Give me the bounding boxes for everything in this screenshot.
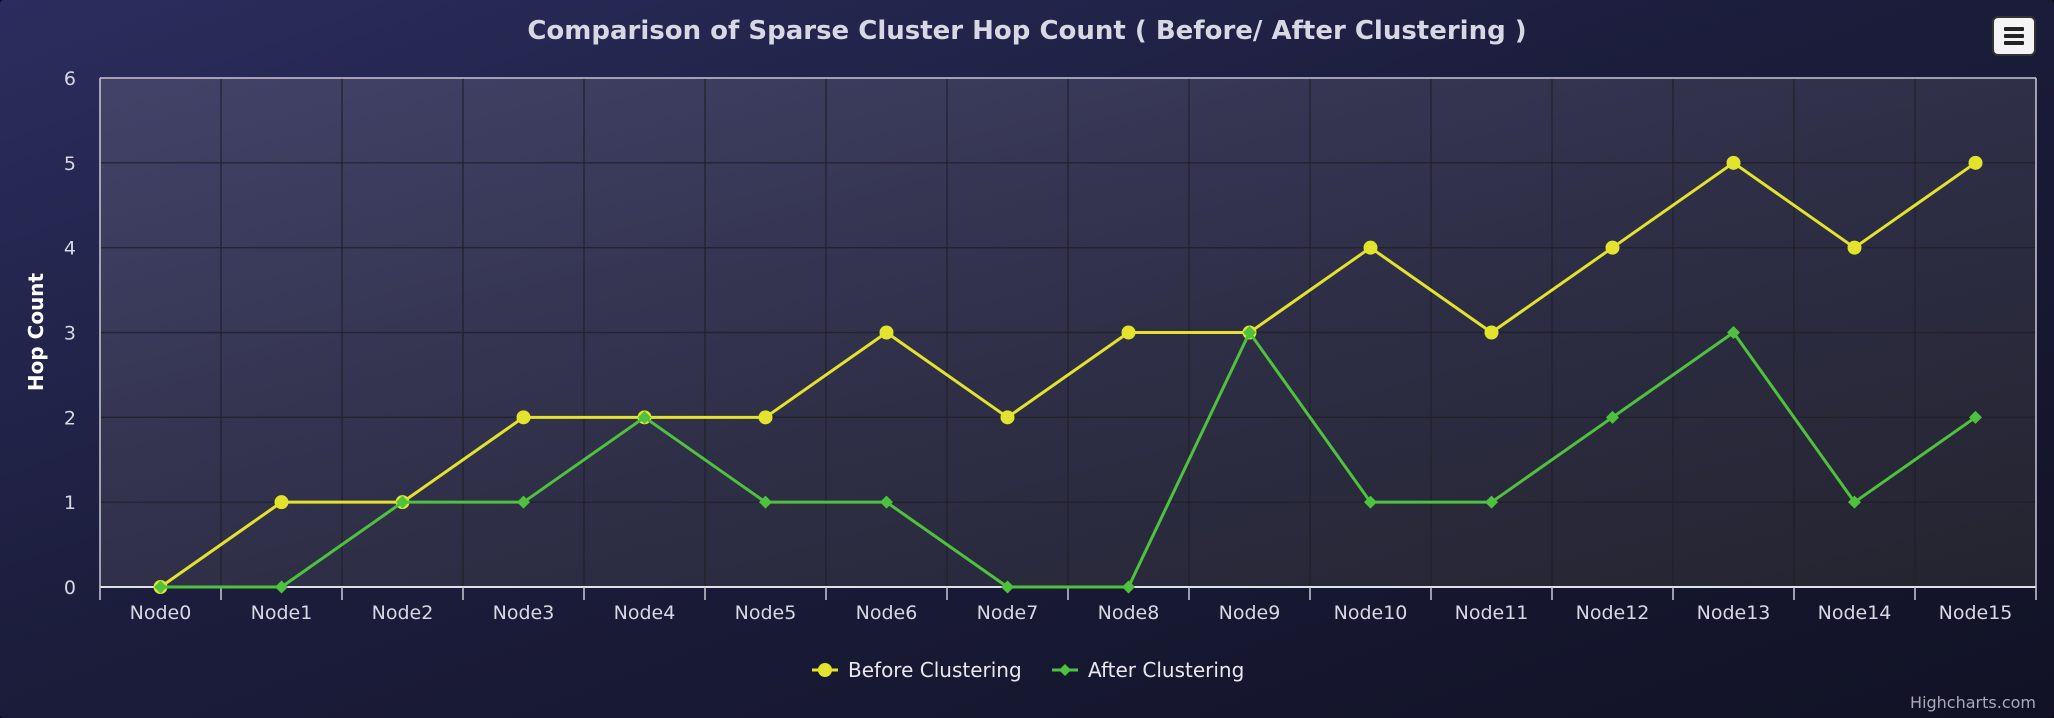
data-point [1363,240,1378,255]
data-point [1484,325,1499,340]
data-point [1001,580,1014,594]
series-before-clustering [153,155,1983,594]
data-point [1605,240,1620,255]
x-tick-label: Node1 [251,602,313,624]
data-point [1606,410,1619,424]
legend-label: After Clustering [1088,658,1244,682]
x-tick-label: Node10 [1334,602,1408,624]
series-layer [153,155,1983,594]
data-point [517,495,530,509]
chart-menu-button[interactable] [1992,16,2036,56]
data-point [759,495,772,509]
data-point [1969,410,1982,424]
data-point [1243,326,1256,339]
y-tick-label: 5 [64,153,76,175]
x-tick-label: Node12 [1576,602,1650,624]
x-tick-label: Node8 [1098,602,1160,624]
legend-item[interactable]: After Clustering [1052,658,1244,682]
data-point [758,410,773,425]
legend: Before Clustering After Clustering [812,658,1244,682]
data-point [396,495,409,509]
x-tick-label: Node11 [1455,602,1529,624]
data-point [638,410,651,424]
y-tick-label: 0 [64,577,76,599]
legend-label: Before Clustering [848,658,1022,682]
x-tick-label: Node3 [493,602,555,624]
data-point [1122,580,1135,594]
x-tick-label: Node0 [130,602,192,624]
data-point [1364,495,1377,509]
data-point [1000,410,1015,425]
y-tick-label: 6 [64,68,76,90]
hamburger-menu-icon [2004,27,2024,31]
data-point [880,495,893,509]
hamburger-menu-icon-bar [2004,34,2024,38]
x-tick-label: Node5 [735,602,797,624]
data-point [879,325,894,340]
data-point [154,580,167,594]
data-point [274,495,289,510]
legend-item[interactable]: Before Clustering [812,658,1022,682]
credits-link[interactable]: Highcharts.com [1910,693,2036,712]
y-tick-label: 3 [64,323,76,345]
data-point [1847,240,1862,255]
data-point [1848,495,1861,509]
hamburger-menu-icon-bar [2004,41,2024,45]
data-point [1968,155,1983,170]
y-tick-label: 4 [64,238,76,260]
data-point [516,410,531,425]
data-point [275,580,288,594]
x-tick-label: Node9 [1219,602,1281,624]
y-axis-title: Hop Count [24,272,48,391]
y-tick-label: 2 [64,407,76,429]
x-tick-label: Node14 [1818,602,1892,624]
x-tick-label: Node7 [977,602,1039,624]
x-tick-label: Node15 [1939,602,2013,624]
data-point [1727,326,1740,339]
x-tick-label: Node2 [372,602,434,624]
data-point [1726,155,1741,170]
series-line [160,331,1977,589]
series-line [159,161,1977,589]
y-tick-label: 1 [64,492,76,514]
series-after-clustering [154,326,1982,594]
chart-title: Comparison of Sparse Cluster Hop Count (… [527,16,1526,46]
legend-marker [1059,664,1071,676]
data-point [1121,325,1136,340]
x-tick-label: Node4 [614,602,676,624]
legend-marker [818,663,832,677]
data-point [1485,495,1498,509]
x-tick-label: Node13 [1697,602,1771,624]
x-tick-label: Node6 [856,602,918,624]
